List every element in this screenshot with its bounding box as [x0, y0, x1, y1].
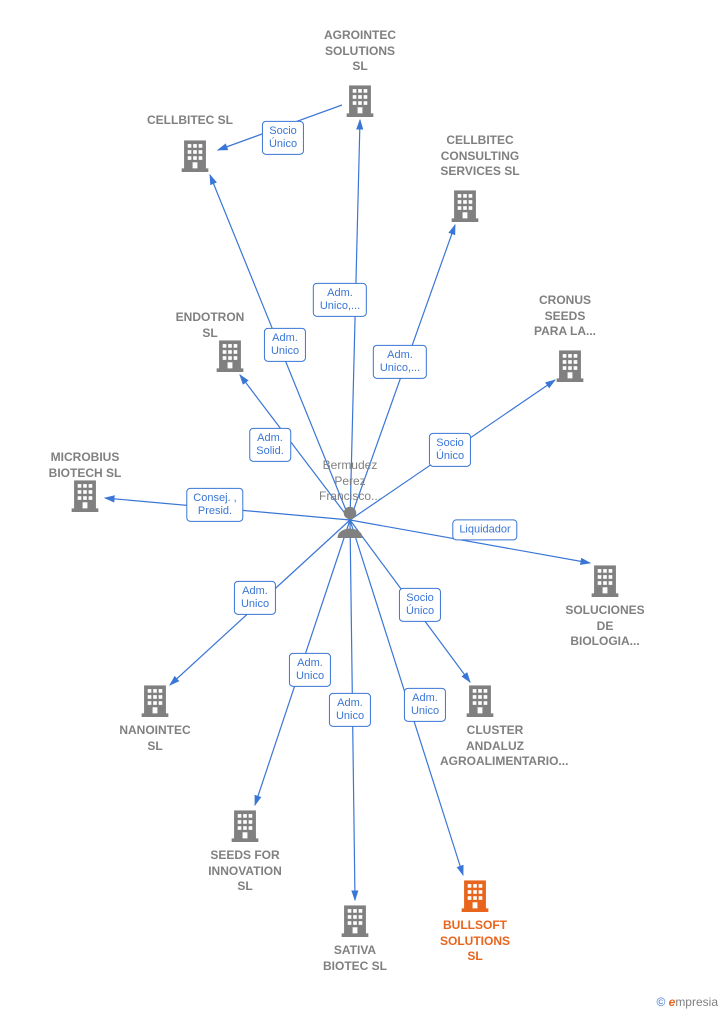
building-icon — [465, 683, 495, 717]
node-label: AGROINTEC SOLUTIONS SL — [305, 28, 415, 75]
building-icon — [345, 83, 375, 117]
edge-label: Consej. , Presid. — [186, 488, 243, 522]
building-icon — [70, 478, 100, 512]
edge-label: Socio Único — [399, 588, 441, 622]
watermark: © empresia — [656, 995, 718, 1009]
copyright-symbol: © — [656, 995, 665, 1009]
brand-rest: mpresia — [675, 995, 718, 1009]
edge-label: Socio Único — [429, 433, 471, 467]
building-icon — [555, 348, 585, 382]
node-label: MICROBIUS BIOTECH SL — [30, 450, 140, 481]
edge-label: Socio Único — [262, 121, 304, 155]
node-label: SOLUCIONES DE BIOLOGIA... — [550, 603, 660, 650]
building-icon — [230, 808, 260, 842]
edge-label: Adm. Unico — [289, 653, 331, 687]
edge-label: Liquidador — [452, 519, 517, 540]
building-icon — [140, 683, 170, 717]
edge-label: Adm. Unico — [264, 328, 306, 362]
node-label: CRONUS SEEDS PARA LA... — [510, 293, 620, 340]
building-icon — [450, 188, 480, 222]
edge-label: Adm. Unico,... — [313, 283, 367, 317]
person-icon — [335, 503, 365, 537]
edge-label: Adm. Unico — [234, 581, 276, 615]
building-icon — [215, 338, 245, 372]
node-label: BULLSOFT SOLUTIONS SL — [420, 918, 530, 965]
node-label: CELLBITEC CONSULTING SERVICES SL — [425, 133, 535, 180]
node-label: ENDOTRON SL — [155, 310, 265, 341]
edge-label: Adm. Solid. — [249, 428, 291, 462]
center-node-label: Bermudez Perez Francisco... — [300, 458, 400, 505]
node-label: CELLBITEC SL — [135, 113, 245, 129]
node-label: NANOINTEC SL — [100, 723, 210, 754]
building-icon — [590, 563, 620, 597]
building-icon — [460, 878, 490, 912]
node-label: SATIVA BIOTEC SL — [300, 943, 410, 974]
node-label: SEEDS FOR INNOVATION SL — [190, 848, 300, 895]
edge-label: Adm. Unico — [404, 688, 446, 722]
edge-label: Adm. Unico — [329, 693, 371, 727]
node-label: CLUSTER ANDALUZ AGROALIMENTARIO... — [440, 723, 550, 770]
building-icon — [340, 903, 370, 937]
building-icon — [180, 138, 210, 172]
edge-label: Adm. Unico,... — [373, 345, 427, 379]
